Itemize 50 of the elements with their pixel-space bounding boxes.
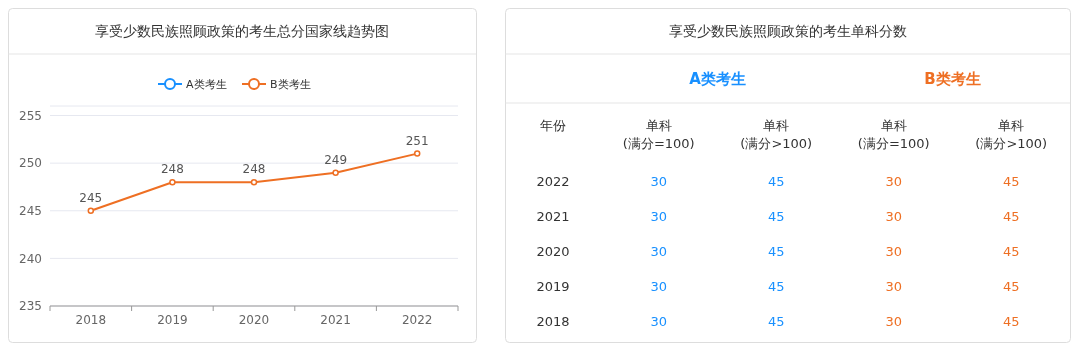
data-label: 30 [885, 243, 903, 259]
data-label: 45 [767, 313, 785, 329]
data-label: 245 [79, 190, 103, 205]
data-label: 45 [1002, 278, 1020, 294]
text: A类考生 [689, 70, 746, 88]
data-label: 248 [242, 162, 266, 177]
y-axis-title: 年份 [540, 118, 566, 133]
y-tick-label: 2019 [536, 278, 570, 294]
data-label: 45 [1002, 313, 1020, 329]
data-label: 45 [767, 243, 785, 259]
y-tick-label: 250 [19, 156, 42, 171]
x-tick-label: 单科 (满分>100) [740, 118, 813, 151]
chart-title: 享受少数民族照顾政策的考生单科分数 [668, 23, 907, 39]
data-label: 30 [885, 173, 903, 189]
y-tick-label: 2020 [536, 243, 570, 259]
data-label: 45 [1002, 243, 1020, 259]
data-label: 30 [650, 208, 668, 224]
data-label: 30 [650, 243, 668, 259]
y-tick-label: 255 [19, 108, 42, 123]
data-label: 248 [160, 162, 184, 177]
y-tick-label: 245 [19, 203, 42, 218]
data-label: 45 [1002, 173, 1020, 189]
data-label: 249 [324, 152, 348, 167]
y-tick-label: 235 [19, 299, 42, 314]
y-tick-label: 2022 [536, 173, 570, 189]
legend-label: B类考生 [270, 77, 311, 91]
text: B类考生 [924, 70, 981, 88]
data-label: 30 [650, 313, 668, 329]
data-label: 30 [885, 278, 903, 294]
data-label: 30 [885, 313, 903, 329]
data-label: 45 [767, 278, 785, 294]
y-tick-label: 2021 [536, 208, 570, 224]
x-tick-label: 2022 [401, 313, 433, 327]
data-label: 45 [767, 208, 785, 224]
data-label: 251 [405, 133, 429, 148]
x-tick-label: 单科 (满分=100) [857, 118, 930, 151]
chart-title: 享受少数民族照顾政策的考生总分国家线趋势图 [95, 23, 389, 39]
x-tick-label: 单科 (满分>100) [975, 118, 1048, 151]
x-tick-label: 单科 (满分=100) [622, 118, 695, 151]
data-label: 30 [650, 173, 668, 189]
legend-label: A类考生 [186, 77, 227, 91]
x-tick-label: 2018 [75, 313, 107, 327]
x-tick-label: 2019 [157, 313, 188, 327]
x-tick-label: 2020 [238, 313, 270, 327]
x-tick-label: 2021 [320, 313, 351, 327]
data-label: 30 [650, 278, 668, 294]
data-label: 45 [767, 173, 785, 189]
y-tick-label: 240 [19, 251, 42, 266]
data-label: 45 [1002, 208, 1020, 224]
data-label: 30 [885, 208, 903, 224]
